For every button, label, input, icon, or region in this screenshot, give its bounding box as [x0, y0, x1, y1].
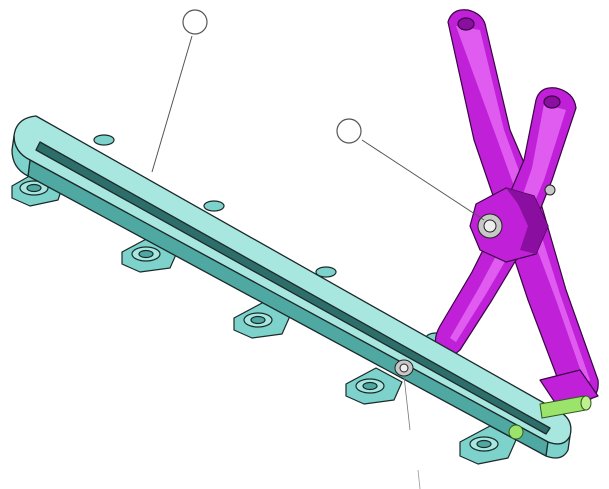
- rail-carriage: [394, 359, 414, 431]
- back-tab-3: [315, 266, 337, 278]
- arm-top-hole-front: [543, 95, 561, 109]
- scissor-center-plate-shade: [506, 188, 548, 254]
- callout-rail-bubble: [182, 9, 208, 35]
- pivot-bolt: [477, 184, 556, 239]
- callout-rail-leader: [151, 35, 193, 173]
- back-tab-1: [93, 134, 115, 146]
- callout-pivot-bubble: [336, 118, 362, 144]
- scissor-arm-front-highlight: [450, 104, 566, 342]
- callout-pivot: [336, 118, 485, 221]
- rail-slot: [35, 141, 551, 435]
- callout-rail: [151, 9, 208, 173]
- mount-tab-3: [233, 301, 291, 339]
- rail: [11, 115, 572, 459]
- construction-line: [417, 469, 421, 489]
- rail-end-left: [11, 135, 31, 177]
- rail-end-right: [545, 435, 571, 459]
- callout-pivot-leader: [361, 139, 485, 221]
- mount-tab-2: [121, 235, 179, 273]
- end-pin: [508, 395, 592, 440]
- arm-top-hole-back: [457, 17, 475, 31]
- scissor-assembly: [434, 9, 599, 411]
- mount-tabs: [11, 134, 517, 465]
- back-tab-2: [203, 200, 225, 212]
- mount-tab-4: [345, 367, 403, 405]
